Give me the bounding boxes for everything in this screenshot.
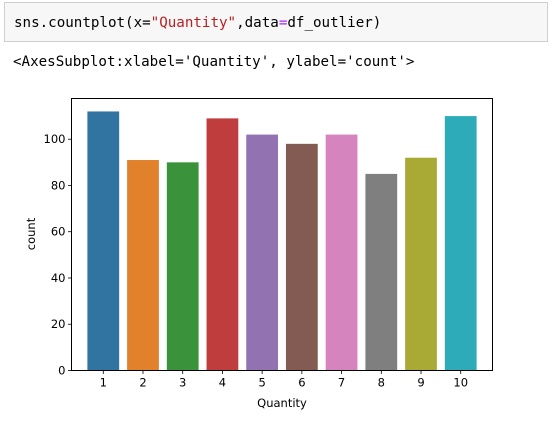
x-tick-label: 8 <box>378 376 385 390</box>
code-separator: ,data <box>236 15 279 31</box>
x-tick-label: 10 <box>453 376 468 390</box>
chart-area: 0 20 40 60 80 100 1 2 3 4 5 6 7 8 9 10 Quantity count <box>0 80 552 422</box>
bar-8 <box>365 173 398 371</box>
x-axis-label: Quantity <box>257 396 307 410</box>
x-tick-label: 2 <box>139 376 146 390</box>
axes-frame <box>71 98 493 371</box>
bar-6 <box>285 143 318 371</box>
code-string-arg: "Quantity" <box>150 15 237 31</box>
y-axis-label: count <box>24 217 38 250</box>
x-tick-label: 7 <box>338 376 345 390</box>
code-line[interactable]: sns.countplot(x="Quantity",data=df_outli… <box>14 13 381 33</box>
bar-1 <box>87 111 120 371</box>
countplot-chart: 0 20 40 60 80 100 1 2 3 4 5 6 7 8 9 10 Quantity count <box>24 98 493 410</box>
y-tick-label: 80 <box>51 178 66 192</box>
code-data-arg: df_outlier) <box>287 15 382 31</box>
y-tick-label: 0 <box>58 364 65 378</box>
bar-5 <box>246 134 279 371</box>
x-tick-label: 3 <box>179 376 186 390</box>
bars-group <box>87 111 477 371</box>
code-function-call: sns.countplot(x= <box>14 15 151 31</box>
x-tick-label: 4 <box>219 376 226 390</box>
output-repr: <AxesSubplot:xlabel='Quantity', ylabel='… <box>13 54 415 70</box>
bar-3 <box>166 162 199 371</box>
y-axis: 0 20 40 60 80 100 <box>44 132 72 378</box>
x-tick-label: 6 <box>298 376 305 390</box>
bar-10 <box>444 116 477 371</box>
bar-7 <box>325 134 358 371</box>
y-tick-label: 20 <box>51 317 66 331</box>
y-tick-label: 100 <box>44 132 66 146</box>
x-tick-label: 5 <box>258 376 265 390</box>
code-cell[interactable]: sns.countplot(x="Quantity",data=df_outli… <box>4 2 548 42</box>
y-tick-label: 60 <box>51 225 66 239</box>
y-tick-label: 40 <box>51 271 66 285</box>
bar-2 <box>127 160 159 371</box>
bar-9 <box>405 157 437 371</box>
x-tick-label: 9 <box>417 376 424 390</box>
code-equals-operator: = <box>278 15 288 31</box>
x-tick-label: 1 <box>100 376 107 390</box>
x-axis: 1 2 3 4 5 6 7 8 9 10 <box>100 370 468 390</box>
bar-4 <box>206 118 239 371</box>
